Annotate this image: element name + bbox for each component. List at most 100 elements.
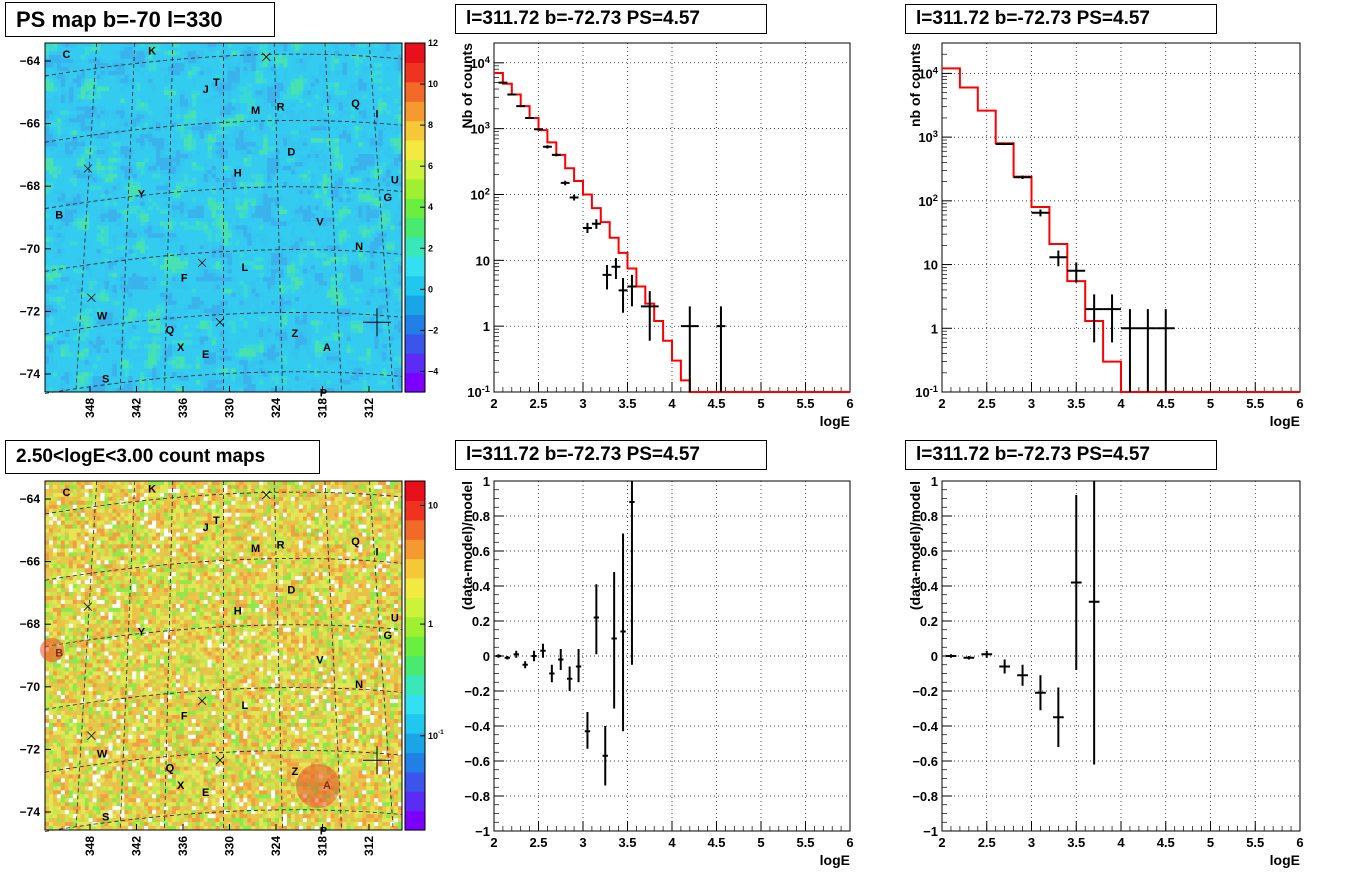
y-tick-label: 10: [476, 253, 490, 268]
coordinate-grid: [44, 42, 403, 394]
source-label: C: [62, 49, 70, 61]
source-label: F: [181, 710, 188, 722]
y-tick-label: −0.8: [912, 789, 938, 804]
colorbar-step: [405, 256, 425, 277]
data-point: [534, 128, 543, 131]
residual-point: [522, 661, 528, 669]
resid-right-title: l=311.72 b=-72.73 PS=4.57: [905, 440, 1217, 470]
data-point: [1156, 309, 1175, 392]
map-bottom-title: 2.50<logE<3.00 count maps: [5, 440, 320, 474]
colorbar-frame: [404, 480, 426, 831]
y-tick-label: 0: [931, 649, 938, 664]
x-tick-label: 324: [269, 398, 283, 418]
x-tick-label: 3: [579, 835, 586, 850]
colorbar-step: [405, 178, 425, 199]
residual-point: [1035, 675, 1046, 711]
colorbar-step: [405, 500, 425, 521]
source-label: X: [177, 780, 185, 792]
colorbar-step: [405, 139, 425, 160]
x-tick-label: 5: [757, 835, 764, 850]
x-tick-label: 2: [490, 835, 497, 850]
y-tick-label: 104: [918, 65, 938, 81]
x-tick-label: 6: [1296, 835, 1303, 850]
plot-area: [942, 481, 1300, 831]
colorbar-step: [405, 771, 425, 792]
colorbar-frame: [404, 42, 426, 393]
x-tick-label: 4.5: [1157, 835, 1175, 850]
y-tick-label: −68: [20, 617, 41, 631]
data-point: [680, 306, 699, 392]
source-label: W: [97, 311, 108, 323]
data-point: [640, 291, 659, 341]
spec-mid-title: l=311.72 b=-72.73 PS=4.57: [455, 4, 767, 34]
source-label: C: [62, 487, 70, 499]
residual-point: [620, 533, 626, 732]
source-label: X: [177, 342, 185, 354]
residual-point: [495, 654, 502, 658]
y-tick-label: 0: [483, 649, 490, 664]
resid-mid-title: l=311.72 b=-72.73 PS=4.57: [455, 440, 767, 470]
colorbar-step: [405, 159, 425, 180]
x-tick-label: 2: [938, 396, 945, 411]
residual-point: [999, 659, 1011, 674]
source-label: K: [148, 45, 156, 57]
x-tick-label: 2.5: [529, 835, 547, 850]
y-tick-label: −70: [20, 680, 41, 694]
source-label: S: [102, 812, 109, 824]
y-axis-label: (data-model)/model: [907, 481, 923, 610]
data-point: [507, 93, 517, 96]
x-tick-label: 3: [1028, 396, 1035, 411]
y-tick-label: −74: [20, 805, 41, 819]
source-label: Q: [166, 325, 175, 337]
plot-frame: [941, 480, 1301, 832]
source-label: L: [242, 700, 249, 712]
source-label: H: [234, 168, 242, 180]
x-tick-label: 348: [83, 836, 97, 856]
colorbar-tick-label: 10: [428, 79, 438, 89]
x-tick-label: 5: [1207, 835, 1214, 850]
colorbar-step: [405, 314, 425, 335]
x-tick-label: 2: [938, 835, 945, 850]
y-tick-label: 1: [931, 321, 938, 336]
y-tick-label: −0.2: [464, 684, 490, 699]
residual-point: [602, 726, 608, 786]
data-point: [583, 222, 592, 234]
y-tick-label: 104: [470, 55, 490, 71]
colorbar-step: [405, 577, 425, 598]
y-tick-label: 102: [918, 193, 938, 209]
colorbar-step: [405, 636, 425, 657]
residual-point: [611, 572, 617, 709]
residual-point: [981, 650, 993, 658]
y-tick-label: 0.6: [920, 544, 938, 559]
x-axis-label: logE: [820, 413, 850, 429]
map-bottom: CKJTMRQIDHUGYBVNFLWQXEZASP−64−66−68−70−7…: [20, 480, 444, 856]
source-label: N: [355, 679, 363, 691]
colorbar-step: [405, 198, 425, 219]
y-tick-label: 1: [483, 474, 490, 489]
grid: [494, 481, 850, 831]
y-tick-label: −1: [923, 824, 938, 839]
map-frame: [44, 42, 403, 393]
colorbar-step: [405, 655, 425, 676]
data-point: [618, 277, 628, 313]
colorbar-step: [405, 372, 425, 393]
y-tick-label: 102: [470, 186, 490, 202]
source-label: U: [391, 175, 399, 187]
residual-point: [575, 649, 582, 683]
source-label: Z: [292, 328, 299, 340]
colorbar-step: [405, 217, 425, 238]
x-tick-label: 342: [130, 398, 144, 418]
y-tick-label: −70: [20, 242, 41, 256]
y-tick-label: 0.8: [472, 509, 490, 524]
plot-frame: [493, 480, 851, 832]
plot-area: [494, 43, 850, 392]
y-axis-label: Nb of counts: [459, 43, 475, 129]
y-tick-label: −68: [20, 179, 41, 193]
x-tick-label: 5.5: [1246, 396, 1264, 411]
y-tick-label: −1: [475, 824, 490, 839]
x-tick-label: 318: [316, 836, 330, 856]
x-tick-label: 336: [176, 398, 190, 418]
x-tick-label: 2.5: [529, 396, 547, 411]
hot-spot: [40, 638, 64, 662]
colorbar-step: [405, 101, 425, 122]
